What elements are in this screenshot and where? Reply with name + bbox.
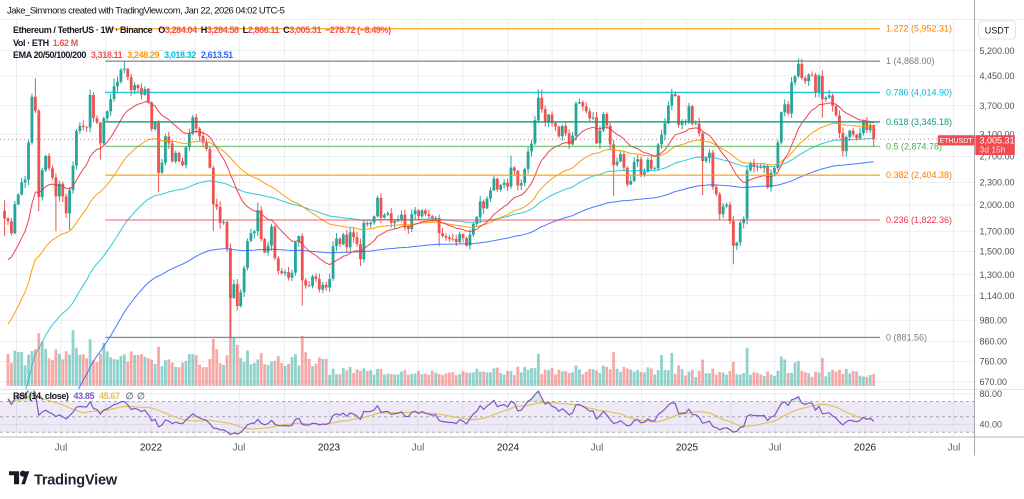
svg-text:670.00: 670.00: [980, 377, 1008, 387]
svg-text:Jul: Jul: [55, 443, 68, 454]
svg-text:TradingView: TradingView: [34, 473, 118, 489]
svg-text:40.00: 40.00: [980, 420, 1003, 430]
svg-text:Jul: Jul: [948, 443, 961, 454]
svg-text:0.382 (2,404.38): 0.382 (2,404.38): [886, 170, 952, 180]
svg-text:0.618 (3,345.18): 0.618 (3,345.18): [886, 117, 952, 127]
svg-text:Jul: Jul: [412, 443, 425, 454]
svg-text:0 (881.56): 0 (881.56): [886, 332, 927, 342]
svg-text:2024: 2024: [497, 443, 520, 454]
svg-text:980.00: 980.00: [980, 316, 1008, 326]
svg-text:Jul: Jul: [769, 443, 782, 454]
svg-text:Jake_Simmons created with Trad: Jake_Simmons created with TradingView.co…: [7, 6, 285, 17]
svg-text:Ethereum / TetherUS · 1W · Bin: Ethereum / TetherUS · 1W · Binance O3,284…: [13, 25, 391, 35]
svg-text:1.272 (5,952.31): 1.272 (5,952.31): [886, 24, 952, 34]
svg-text:1,500.00: 1,500.00: [980, 247, 1015, 257]
svg-text:Jul: Jul: [233, 443, 246, 454]
svg-text:USDT: USDT: [985, 26, 1010, 36]
svg-text:2,700.00: 2,700.00: [980, 152, 1015, 162]
svg-text:3d 15h: 3d 15h: [980, 145, 1006, 155]
svg-text:760.00: 760.00: [980, 357, 1008, 367]
svg-text:2022: 2022: [140, 443, 163, 454]
svg-text:Jul: Jul: [591, 443, 604, 454]
svg-text:80.00: 80.00: [980, 389, 1003, 399]
svg-text:2,300.00: 2,300.00: [980, 178, 1015, 188]
svg-text:ETHUSDT: ETHUSDT: [939, 138, 973, 145]
svg-text:0.786 (4,014.90): 0.786 (4,014.90): [886, 87, 952, 97]
svg-text:5,200.00: 5,200.00: [980, 46, 1015, 56]
svg-text:1,700.00: 1,700.00: [980, 227, 1015, 237]
svg-text:1 (4,868.00): 1 (4,868.00): [886, 56, 935, 66]
svg-text:0.5 (2,874.78): 0.5 (2,874.78): [886, 141, 942, 151]
svg-text:1,140.00: 1,140.00: [980, 291, 1015, 301]
svg-text:0.236 (1,822.36): 0.236 (1,822.36): [886, 215, 952, 225]
svg-text:3,700.00: 3,700.00: [980, 101, 1015, 111]
svg-text:4,450.00: 4,450.00: [980, 71, 1015, 81]
svg-text:1,300.00: 1,300.00: [980, 270, 1015, 280]
svg-text:2023: 2023: [318, 443, 341, 454]
svg-text:860.00: 860.00: [980, 337, 1008, 347]
svg-text:3,005.31: 3,005.31: [980, 135, 1015, 145]
svg-text:2025: 2025: [676, 443, 699, 454]
svg-text:2,000.00: 2,000.00: [980, 200, 1015, 210]
svg-text:2026: 2026: [854, 443, 877, 454]
svg-text:3,100.00: 3,100.00: [980, 129, 1015, 139]
